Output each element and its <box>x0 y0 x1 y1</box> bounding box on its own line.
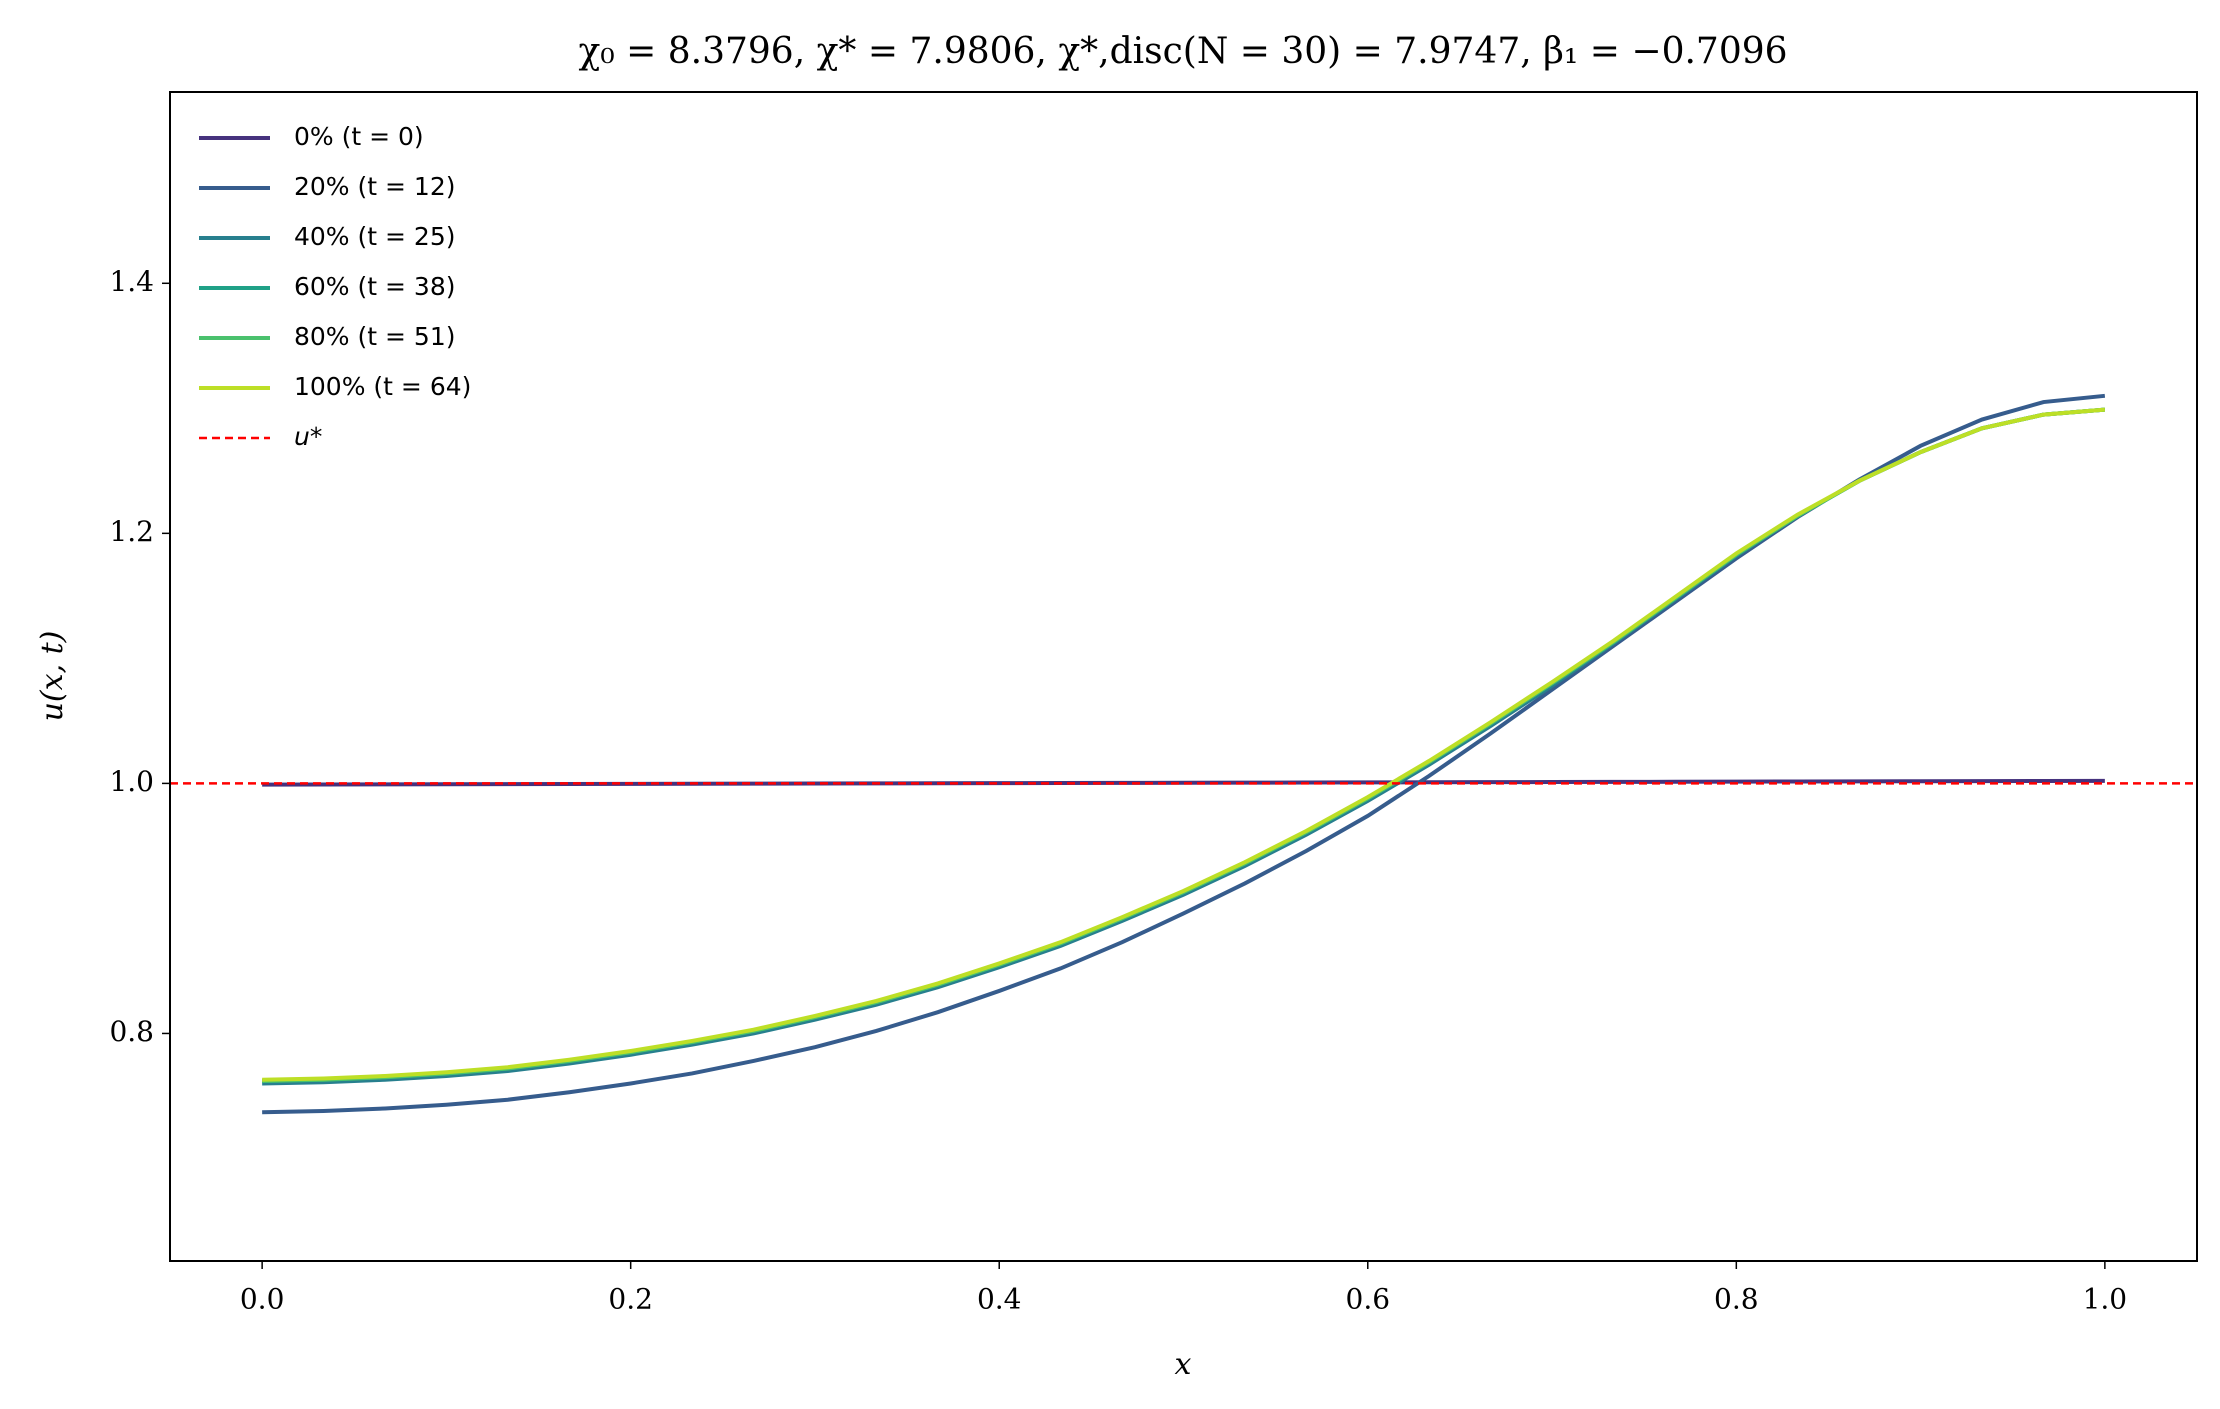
y-tick-label: 1.2 <box>109 515 154 548</box>
legend-label: 60% (t = 38) <box>294 272 455 301</box>
legend-label: 20% (t = 12) <box>294 172 455 201</box>
x-tick-label: 0.0 <box>240 1283 285 1316</box>
y-tick-label: 1.4 <box>109 265 154 298</box>
plot-frame <box>169 91 2198 1262</box>
x-tick-label: 0.8 <box>1714 1283 1759 1316</box>
x-tick-label: 0.6 <box>1346 1283 1391 1316</box>
y-tick-label: 0.8 <box>109 1015 154 1048</box>
series-line <box>262 407 2106 1082</box>
y-tick-label: 1.0 <box>109 765 154 798</box>
series-line <box>262 407 2106 1083</box>
y-axis-label: u(x, t) <box>35 631 70 722</box>
x-tick-label: 0.4 <box>977 1283 1022 1316</box>
legend-label: 0% (t = 0) <box>294 122 424 151</box>
series-line <box>262 407 2106 1083</box>
series-line <box>262 393 2106 1115</box>
x-axis-label: x <box>1175 1347 1192 1382</box>
legend-label: 80% (t = 51) <box>294 322 455 351</box>
legend-label: 100% (t = 64) <box>294 372 471 401</box>
x-tick-label: 0.2 <box>608 1283 653 1316</box>
x-tick-label: 1.0 <box>2083 1283 2128 1316</box>
series-line <box>262 778 2105 787</box>
legend-label: 40% (t = 25) <box>294 222 455 251</box>
chart-title: χ₀ = 8.3796, χ* = 7.9806, χ*,disc(N = 30… <box>578 31 1787 72</box>
legend-label: u* <box>294 422 322 451</box>
series-line <box>262 407 2106 1086</box>
